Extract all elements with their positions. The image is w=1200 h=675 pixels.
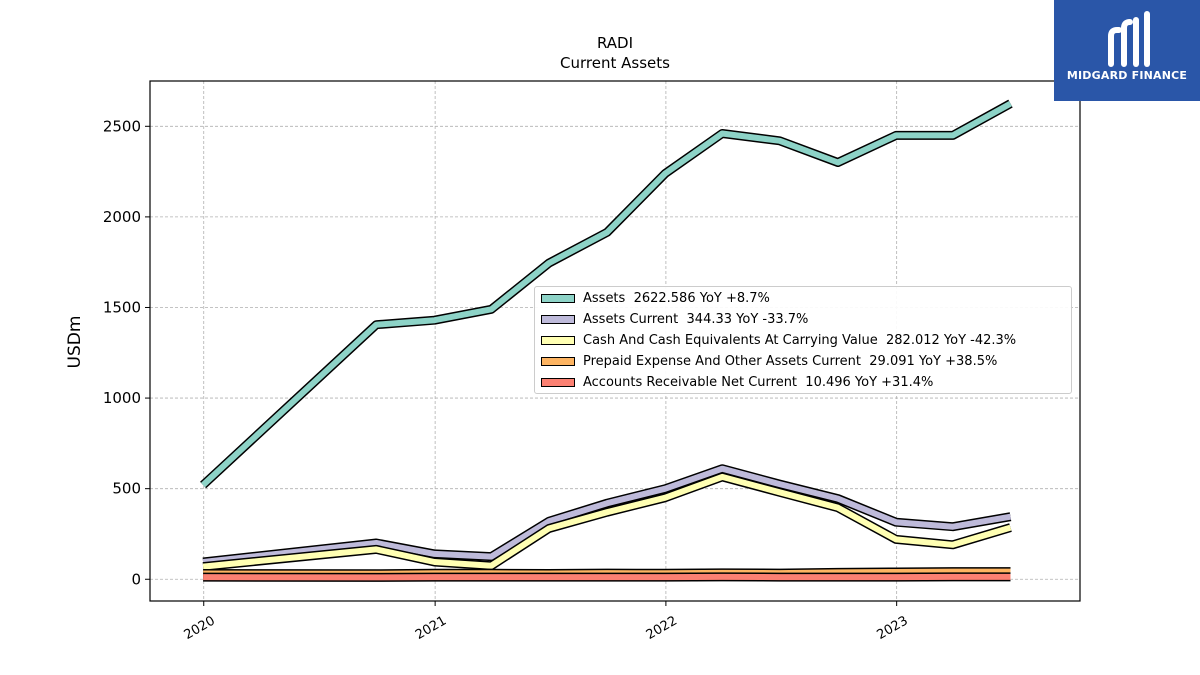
x-tick-label: 2022 — [644, 613, 680, 643]
y-tick-label: 500 — [112, 480, 141, 498]
y-tick-label: 0 — [131, 570, 141, 588]
legend-swatch-cash — [541, 335, 575, 345]
legend-label-assets: Assets 2622.586 YoY +8.7% — [583, 290, 770, 306]
series-line-assets — [201, 100, 1012, 488]
legend-item-assets-current: Assets Current 344.33 YoY -33.7% — [541, 310, 808, 328]
x-tick-label: 2023 — [874, 613, 910, 643]
legend-swatch-receivable — [541, 377, 575, 387]
legend-swatch-assets — [541, 293, 575, 303]
midgard-logo: MIDGARD FINANCE — [1054, 0, 1200, 101]
legend-label-assets-current: Assets Current 344.33 YoY -33.7% — [583, 311, 809, 327]
legend-swatch-assets-current — [541, 314, 575, 324]
legend-item-cash: Cash And Cash Equivalents At Carrying Va… — [541, 331, 1016, 349]
series-line-assets-current — [202, 465, 1012, 565]
legend-label-cash: Cash And Cash Equivalents At Carrying Va… — [583, 332, 1017, 348]
legend: Assets 2622.586 YoY +8.7% Assets Current… — [534, 286, 1072, 394]
y-tick-label: 1500 — [103, 298, 141, 316]
chart-title: RADI — [597, 34, 633, 52]
logo-text: MIDGARD FINANCE — [1066, 69, 1188, 82]
y-tick-label: 2000 — [103, 208, 141, 226]
legend-item-receivable: Accounts Receivable Net Current 10.496 Y… — [541, 373, 933, 391]
y-tick-label: 2500 — [103, 117, 141, 135]
midgard-logo-icon — [1108, 11, 1150, 67]
y-axis-label: USDm — [65, 316, 85, 369]
series-line-accounts-receivable-net-current — [203, 573, 1011, 581]
legend-swatch-prepaid — [541, 356, 575, 366]
x-tick-label: 2021 — [413, 613, 449, 643]
plot-frame — [149, 80, 1081, 602]
legend-item-prepaid: Prepaid Expense And Other Assets Current… — [541, 352, 997, 370]
legend-label-receivable: Accounts Receivable Net Current 10.496 Y… — [583, 374, 934, 390]
legend-item-assets: Assets 2622.586 YoY +8.7% — [541, 289, 770, 307]
x-tick-label: 2020 — [182, 613, 218, 643]
y-tick-label: 1000 — [103, 389, 141, 407]
legend-label-prepaid: Prepaid Expense And Other Assets Current… — [583, 353, 998, 369]
chart-subtitle: Current Assets — [560, 54, 670, 72]
series-layer — [200, 99, 1013, 582]
series-line-cash-and-cash-equivalents-at-carrying-value — [202, 473, 1012, 570]
